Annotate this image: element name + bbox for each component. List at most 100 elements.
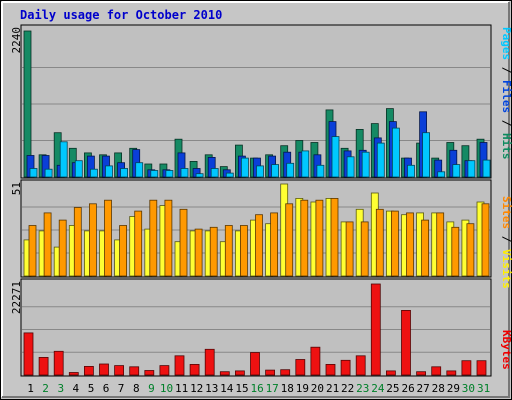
x-tick-label-day-22: 22 xyxy=(341,382,354,395)
bar-kbytes-kbytes-day-30 xyxy=(461,360,472,376)
bar-visits-sites-day-3 xyxy=(58,219,67,277)
x-tick-label-day-31: 31 xyxy=(477,382,490,395)
bar-hits-pages-day-14 xyxy=(225,172,234,178)
bar-hits-pages-day-12 xyxy=(195,173,204,178)
bar-kbytes-kbytes-day-26 xyxy=(401,309,411,376)
x-tick-label-day-30: 30 xyxy=(462,382,475,395)
x-tick-label-day-29: 29 xyxy=(447,382,460,395)
bar-visits-sites-day-4 xyxy=(73,207,82,277)
x-tick-label-day-24: 24 xyxy=(371,382,385,395)
bar-hits-pages-day-15 xyxy=(240,157,249,178)
bar-kbytes-kbytes-day-22 xyxy=(340,359,351,376)
x-tick-label-day-2: 2 xyxy=(42,382,49,395)
x-tick-label-day-25: 25 xyxy=(386,382,399,395)
bar-kbytes-kbytes-day-11 xyxy=(174,355,185,376)
bar-hits-pages-day-5 xyxy=(90,168,98,178)
bar-visits-sites-day-9 xyxy=(149,199,158,277)
x-tick-label-day-28: 28 xyxy=(432,382,445,395)
legend-sep-2: / xyxy=(500,113,512,133)
x-tick-label-day-27: 27 xyxy=(416,382,429,395)
bar-visits-sites-day-15 xyxy=(239,225,248,277)
x-tick-label-day-21: 21 xyxy=(326,382,339,395)
legend-sep-1: / xyxy=(500,60,512,80)
bar-hits-pages-day-23 xyxy=(361,151,370,178)
panel-visits-legend: Sites / Visits xyxy=(500,196,512,289)
bar-visits-sites-day-22 xyxy=(345,221,354,277)
bar-visits-sites-day-17 xyxy=(270,212,279,277)
bar-hits-pages-day-4 xyxy=(74,160,83,178)
bar-hits-pages-day-3 xyxy=(59,141,68,178)
bar-visits-sites-day-19 xyxy=(300,199,309,277)
bar-hits-pages-day-17 xyxy=(271,164,280,178)
bar-visits-sites-day-6 xyxy=(104,199,112,277)
bar-visits-sites-day-12 xyxy=(194,228,203,277)
bar-kbytes-kbytes-day-7 xyxy=(114,365,124,376)
bar-kbytes-kbytes-day-25 xyxy=(385,370,396,376)
bars-layer xyxy=(22,30,491,376)
x-tick-label-day-13: 13 xyxy=(205,382,218,395)
bar-visits-sites-day-28 xyxy=(436,212,445,277)
x-tick-label-day-18: 18 xyxy=(281,382,294,395)
panel-visits-max-label: 51 xyxy=(10,182,23,195)
x-tick-label-day-17: 17 xyxy=(266,382,279,395)
bar-kbytes-kbytes-day-28 xyxy=(431,366,442,376)
bar-kbytes-kbytes-day-14 xyxy=(219,371,230,376)
bar-visits-sites-day-10 xyxy=(164,199,173,277)
bar-hits-pages-day-18 xyxy=(286,162,295,178)
bar-visits-sites-day-1 xyxy=(28,225,37,277)
legend-sep-3: / xyxy=(500,229,512,249)
x-tick-label-day-11: 11 xyxy=(175,382,188,395)
bar-hits-pages-day-22 xyxy=(346,156,355,178)
bar-visits-sites-day-25 xyxy=(390,210,399,277)
panel-kbytes: 22271 KBytes xyxy=(10,278,512,377)
bar-visits-sites-day-2 xyxy=(43,212,52,277)
bar-kbytes-kbytes-day-16 xyxy=(250,352,260,376)
panel-hits-frame xyxy=(20,24,492,179)
bar-visits-sites-day-7 xyxy=(119,225,127,277)
x-tick-label-day-26: 26 xyxy=(401,382,414,395)
x-tick-label-day-5: 5 xyxy=(88,382,95,395)
bar-visits-sites-day-16 xyxy=(255,214,263,277)
bar-hits-pages-day-27 xyxy=(422,132,431,178)
bar-hits-pages-day-28 xyxy=(437,171,446,178)
bar-kbytes-kbytes-day-8 xyxy=(129,366,140,376)
bar-visits-sites-day-8 xyxy=(134,210,143,277)
bar-kbytes-kbytes-day-23 xyxy=(355,355,366,376)
x-axis-labels: 1 2 3 4 5 6 7 8 9 10 11 12 13 14 15 16 17 18 19 20 21 22 23 24 2… xyxy=(27,382,490,395)
bar-hits-pages-day-25 xyxy=(391,127,400,178)
bar-kbytes-kbytes-day-18 xyxy=(280,369,291,376)
bar-kbytes-kbytes-day-19 xyxy=(295,359,306,376)
x-tick-label-day-3: 3 xyxy=(57,382,64,395)
bar-hits-pages-day-11 xyxy=(180,168,189,178)
panel-hits: 2240 Pages / Files / Hits xyxy=(10,24,512,179)
bar-kbytes-kbytes-day-6 xyxy=(99,363,109,376)
x-tick-label-day-16: 16 xyxy=(250,382,263,395)
x-tick-label-day-19: 19 xyxy=(296,382,309,395)
legend-hits: Hits xyxy=(500,133,512,160)
bar-kbytes-kbytes-day-31 xyxy=(476,360,487,376)
bar-hits-pages-day-10 xyxy=(165,170,174,178)
bar-kbytes-kbytes-day-29 xyxy=(446,370,457,376)
bar-kbytes-kbytes-day-24 xyxy=(370,283,381,376)
panel-kbytes-max-label: 22271 xyxy=(10,281,23,314)
bar-hits-pages-day-21 xyxy=(331,136,340,178)
bar-visits-sites-day-18 xyxy=(285,203,294,277)
bar-hits-pages-day-30 xyxy=(467,160,476,178)
bar-kbytes-kbytes-day-10 xyxy=(159,365,170,376)
bar-kbytes-kbytes-day-3 xyxy=(53,350,64,376)
bar-visits-sites-day-5 xyxy=(89,203,97,277)
bar-visits-sites-day-30 xyxy=(466,223,475,277)
x-tick-label-day-20: 20 xyxy=(311,382,324,395)
legend-kbytes: KBytes xyxy=(500,330,512,370)
bar-kbytes-kbytes-day-13 xyxy=(204,348,215,376)
bar-kbytes-kbytes-day-15 xyxy=(234,370,245,376)
x-tick-label-day-12: 12 xyxy=(190,382,203,395)
bar-visits-sites-day-20 xyxy=(315,199,324,277)
bar-hits-pages-day-1 xyxy=(29,168,38,178)
x-tick-label-day-1: 1 xyxy=(27,382,34,395)
bar-kbytes-kbytes-day-20 xyxy=(310,346,321,376)
chart-title: Daily usage for October 2010 xyxy=(20,8,222,22)
x-tick-label-day-15: 15 xyxy=(235,382,248,395)
legend-pages: Pages xyxy=(500,27,512,60)
